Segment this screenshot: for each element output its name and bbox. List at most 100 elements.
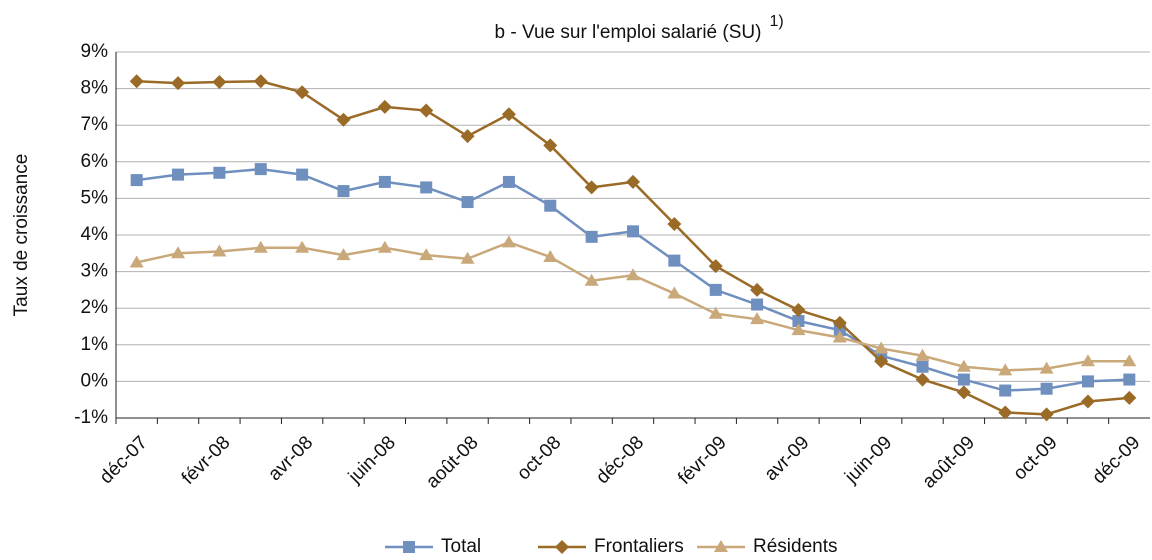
- marker: [130, 174, 143, 187]
- marker: [403, 541, 415, 553]
- marker: [832, 330, 847, 343]
- marker: [1122, 390, 1137, 405]
- marker: [460, 129, 475, 144]
- marker: [337, 185, 350, 198]
- marker: [792, 315, 805, 328]
- y-tick-label: 4%: [81, 224, 109, 245]
- marker: [378, 175, 391, 188]
- marker: [708, 259, 723, 274]
- x-tick-label: juin-08: [344, 432, 400, 488]
- marker: [296, 168, 309, 181]
- x-tick-label: déc-07: [96, 432, 152, 488]
- marker: [555, 540, 569, 554]
- marker: [502, 175, 515, 188]
- x-tick-label: févr-09: [674, 432, 731, 489]
- marker: [584, 273, 599, 286]
- marker: [791, 303, 806, 318]
- marker: [544, 199, 557, 212]
- y-tick-label: 6%: [81, 151, 109, 172]
- marker: [751, 298, 764, 311]
- marker: [377, 240, 392, 253]
- chart-title: b - Vue sur l'emploi salarié (SU): [495, 22, 762, 43]
- y-tick-label: 0%: [81, 370, 109, 391]
- marker: [254, 163, 267, 176]
- marker: [668, 254, 681, 267]
- marker: [419, 248, 434, 261]
- marker: [171, 246, 186, 259]
- marker: [750, 282, 765, 297]
- x-tick-label: août-09: [919, 432, 979, 492]
- marker: [336, 248, 351, 261]
- legend-label: Total: [441, 536, 481, 557]
- marker: [714, 540, 728, 552]
- marker: [1039, 407, 1054, 422]
- x-tick-label: oct-08: [513, 432, 565, 484]
- series-line: [136, 240, 1130, 372]
- marker: [172, 168, 185, 181]
- marker: [253, 240, 268, 253]
- x-tick-label: déc-08: [592, 432, 648, 488]
- marker: [584, 180, 599, 195]
- marker: [874, 354, 889, 369]
- x-tick-label: juin-09: [840, 432, 896, 488]
- y-tick-label: 8%: [81, 78, 109, 99]
- y-tick-label: 3%: [81, 261, 109, 282]
- y-tick-label: 2%: [81, 297, 109, 318]
- marker: [543, 249, 558, 262]
- marker: [956, 359, 971, 372]
- marker: [501, 235, 516, 248]
- marker: [1040, 382, 1053, 395]
- y-tick-label: 9%: [81, 41, 109, 62]
- marker: [543, 138, 558, 153]
- marker: [998, 405, 1013, 420]
- marker: [253, 74, 268, 89]
- y-tick-label: -1%: [74, 407, 108, 428]
- title-note: 1): [769, 13, 783, 30]
- marker: [129, 255, 144, 268]
- x-tick-label: févr-08: [178, 432, 235, 489]
- y-tick-label: 7%: [81, 114, 109, 135]
- marker: [874, 341, 889, 354]
- marker: [1122, 354, 1137, 367]
- legend-label: Frontaliers: [594, 536, 684, 557]
- marker: [998, 363, 1013, 376]
- marker: [1080, 354, 1095, 367]
- marker: [295, 240, 310, 253]
- marker: [212, 75, 227, 90]
- marker: [1080, 394, 1095, 409]
- marker: [336, 112, 351, 127]
- marker: [915, 372, 930, 387]
- marker: [212, 244, 227, 257]
- y-axis-label: Taux de croissance: [11, 154, 32, 317]
- x-tick-label: avr-08: [264, 432, 317, 485]
- marker: [461, 196, 474, 209]
- legend-label: Résidents: [753, 536, 838, 557]
- marker: [419, 103, 434, 118]
- marker: [501, 107, 516, 122]
- marker: [213, 166, 226, 179]
- x-tick-label: déc-09: [1088, 432, 1144, 488]
- marker: [420, 181, 433, 194]
- marker: [585, 230, 598, 243]
- marker: [750, 312, 765, 325]
- marker: [708, 306, 723, 319]
- marker: [1039, 361, 1054, 374]
- x-tick-label: avr-09: [761, 432, 814, 485]
- marker: [709, 283, 722, 296]
- x-tick-label: août-08: [422, 432, 482, 492]
- marker: [999, 384, 1012, 397]
- marker: [956, 385, 971, 400]
- marker: [626, 174, 640, 189]
- marker: [832, 315, 847, 330]
- marker: [791, 323, 806, 336]
- marker: [377, 99, 392, 114]
- y-tick-label: 1%: [81, 334, 109, 355]
- marker: [626, 268, 640, 281]
- marker: [295, 85, 310, 100]
- marker: [667, 217, 682, 232]
- marker: [171, 76, 186, 91]
- y-tick-label: 5%: [81, 187, 109, 208]
- marker: [1081, 375, 1094, 388]
- marker: [916, 360, 929, 373]
